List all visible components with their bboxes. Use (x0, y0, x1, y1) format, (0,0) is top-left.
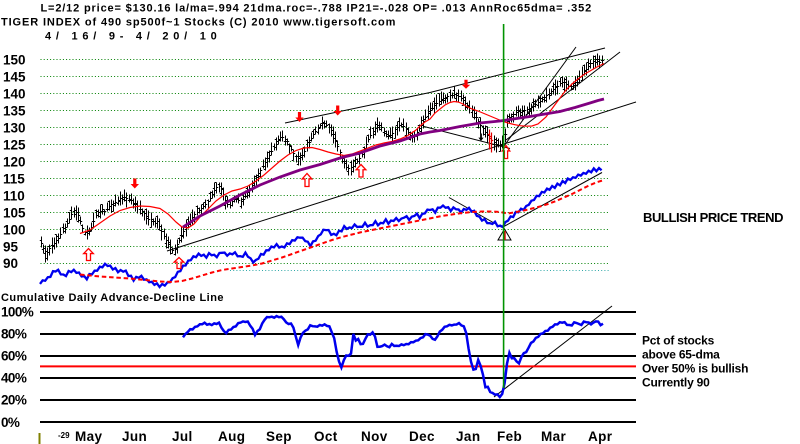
svg-text:Aug: Aug (218, 429, 245, 444)
svg-text:May: May (75, 429, 103, 444)
svg-text:140: 140 (3, 87, 26, 102)
svg-text:105: 105 (3, 205, 26, 220)
svg-text:Nov: Nov (361, 429, 388, 444)
svg-text:Sep: Sep (266, 429, 292, 444)
svg-text:60%: 60% (1, 349, 27, 364)
svg-text:40%: 40% (1, 371, 27, 386)
svg-text:110: 110 (3, 188, 25, 203)
svg-text:90: 90 (3, 256, 18, 271)
svg-text:Oct: Oct (314, 429, 338, 444)
svg-text:130: 130 (3, 121, 26, 136)
svg-text:Apr: Apr (588, 429, 613, 444)
svg-text:BULLISH PRICE TREND: BULLISH PRICE TREND (643, 210, 783, 225)
svg-text:120: 120 (3, 154, 26, 169)
svg-text:Feb: Feb (497, 429, 522, 444)
svg-text:Dec: Dec (409, 429, 435, 444)
svg-text:Currently 90: Currently 90 (642, 376, 710, 390)
svg-text:0%: 0% (1, 415, 20, 430)
svg-text:125: 125 (3, 138, 26, 153)
svg-text:Over 50% is bullish: Over 50% is bullish (642, 362, 748, 376)
svg-text:100: 100 (3, 222, 26, 237)
svg-text:95: 95 (3, 239, 19, 254)
svg-text:145: 145 (3, 70, 26, 85)
svg-text:20%: 20% (1, 393, 27, 408)
svg-text:115: 115 (3, 171, 25, 186)
svg-text:Jan: Jan (456, 429, 480, 444)
svg-text:Cumulative Daily Advance-Decli: Cumulative Daily Advance-Decline Line (1, 292, 224, 304)
svg-text:100%: 100% (1, 304, 34, 319)
svg-text:-29: -29 (58, 431, 70, 440)
svg-text:Mar: Mar (541, 429, 567, 444)
svg-text:150: 150 (3, 53, 26, 68)
svg-text:above 65-dma: above 65-dma (642, 348, 720, 362)
svg-text:4/ 16/ 9- 4/ 20/ 10: 4/ 16/ 9- 4/ 20/ 10 (45, 31, 221, 43)
svg-text:L=2/12 price= $130.16 la/ma=: L=2/12 price= $130.16 la/ma=.994 21dma.r… (41, 3, 593, 15)
svg-text:135: 135 (3, 104, 26, 119)
svg-text:Jul: Jul (172, 429, 193, 444)
svg-text:Jun: Jun (122, 429, 147, 444)
svg-text:Pct of stocks: Pct of stocks (642, 334, 715, 348)
svg-text:80%: 80% (1, 326, 27, 341)
svg-text:TIGER INDEX of 490 sp500f~1 S: TIGER INDEX of 490 sp500f~1 Stocks (C) 2… (1, 17, 396, 29)
